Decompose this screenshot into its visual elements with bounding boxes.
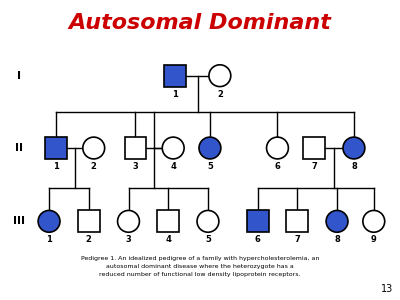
Text: 6: 6: [274, 162, 280, 171]
Text: III: III: [13, 216, 25, 226]
Text: 1: 1: [172, 90, 178, 99]
Bar: [157, 210, 179, 232]
Text: 7: 7: [311, 162, 317, 171]
Text: I: I: [17, 71, 21, 81]
Bar: [45, 137, 67, 159]
Circle shape: [343, 137, 365, 159]
Text: Pedigree 1. An idealized pedigree of a family with hypercholesterolemia, an: Pedigree 1. An idealized pedigree of a f…: [81, 256, 319, 261]
Text: 3: 3: [132, 162, 138, 171]
Bar: [286, 210, 308, 232]
Circle shape: [118, 210, 140, 232]
Text: reduced number of functional low density lipoprotein receptors.: reduced number of functional low density…: [99, 272, 301, 277]
Circle shape: [266, 137, 288, 159]
Text: 7: 7: [294, 235, 300, 244]
Text: autosomal dominant disease where the heterozygote has a: autosomal dominant disease where the het…: [106, 264, 294, 269]
Bar: [78, 210, 100, 232]
Circle shape: [197, 210, 219, 232]
Text: 2: 2: [86, 235, 92, 244]
Circle shape: [209, 65, 231, 87]
Bar: [124, 137, 146, 159]
Text: 2: 2: [91, 162, 97, 171]
Circle shape: [38, 210, 60, 232]
Text: 13: 13: [381, 284, 394, 294]
Text: 8: 8: [351, 162, 357, 171]
Text: 4: 4: [170, 162, 176, 171]
Circle shape: [162, 137, 184, 159]
Text: 3: 3: [126, 235, 131, 244]
Text: Autosomal Dominant: Autosomal Dominant: [68, 13, 332, 33]
Text: 4: 4: [165, 235, 171, 244]
Circle shape: [363, 210, 385, 232]
Circle shape: [326, 210, 348, 232]
Bar: [247, 210, 268, 232]
Bar: [303, 137, 325, 159]
Bar: [164, 65, 186, 87]
Text: 6: 6: [255, 235, 260, 244]
Text: 2: 2: [217, 90, 223, 99]
Text: 1: 1: [46, 235, 52, 244]
Text: 1: 1: [53, 162, 59, 171]
Circle shape: [199, 137, 221, 159]
Text: 8: 8: [334, 235, 340, 244]
Text: 5: 5: [207, 162, 213, 171]
Circle shape: [83, 137, 105, 159]
Text: II: II: [15, 143, 23, 153]
Text: 9: 9: [371, 235, 377, 244]
Text: 5: 5: [205, 235, 211, 244]
